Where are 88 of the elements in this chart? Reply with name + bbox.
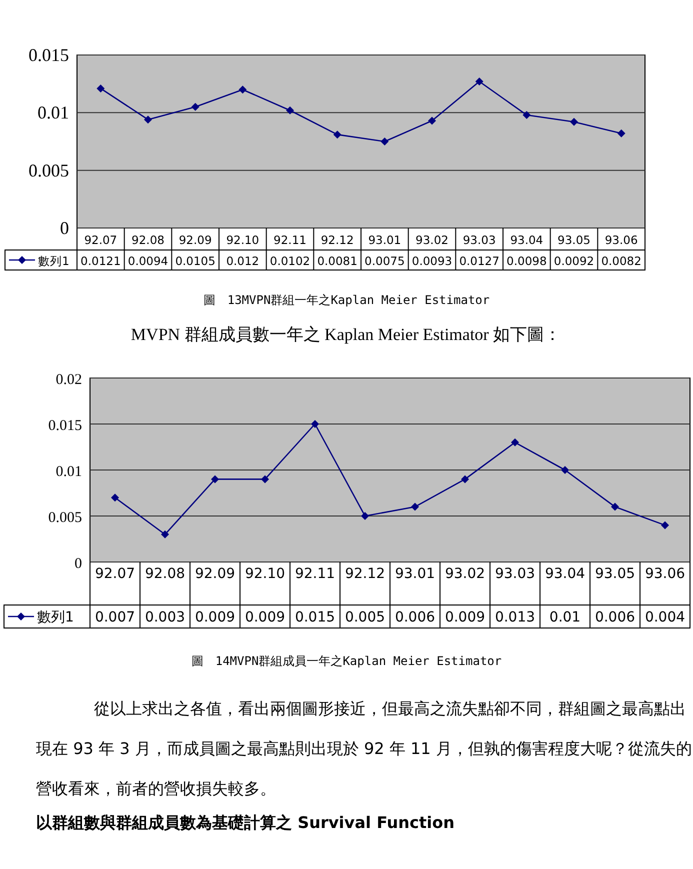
x-tick-label: 93.04 bbox=[544, 566, 586, 582]
y-tick-label: 0.01 bbox=[56, 464, 82, 480]
y-tick-label: 0 bbox=[60, 218, 69, 238]
y-tick-label: 0.01 bbox=[38, 102, 69, 123]
x-tick-label: 93.05 bbox=[594, 566, 636, 582]
text: 從以上求出之各值，看出兩個圖形接近，但最高之流失點卻不同，群組圖之最高點出現在 93 年 3 月，而成員圖之最高點則出現於 92 年 11 月，但孰的傷害程度大呢？從流失的營收看來，前者的營收損失較多。 bbox=[36, 699, 692, 798]
point bbox=[261, 475, 269, 484]
chart-title: MVPN 群組成員數一年之 Kaplan Meier Estimator 如下圖： bbox=[130, 325, 562, 344]
x-tick-label: 93.03 bbox=[494, 566, 536, 582]
data-label: 0.006 bbox=[594, 610, 636, 626]
data-label: 0.0121 bbox=[80, 254, 121, 268]
x-tick-label: 92.12 bbox=[344, 566, 386, 582]
point bbox=[611, 502, 619, 511]
point bbox=[475, 78, 484, 86]
data-label: 0.0092 bbox=[554, 254, 594, 268]
legend-label: 數列1 bbox=[38, 254, 70, 268]
x-tick-label: 93.04 bbox=[510, 233, 544, 247]
x-tick-label: 93.02 bbox=[444, 566, 486, 582]
data-label: 0.013 bbox=[494, 610, 536, 626]
data-label: 0.005 bbox=[344, 610, 386, 626]
data-label: 0.0098 bbox=[506, 254, 547, 268]
x-tick-label: 92.10 bbox=[244, 566, 286, 582]
data-label: 0.007 bbox=[94, 610, 136, 626]
data-label: 0.0094 bbox=[128, 254, 168, 268]
y-tick-label: 0.015 bbox=[28, 45, 69, 65]
point bbox=[511, 438, 519, 446]
data-label: 0.009 bbox=[444, 610, 486, 626]
y-tick-label: 0 bbox=[74, 556, 82, 572]
point bbox=[191, 102, 200, 111]
x-tick-label: 93.02 bbox=[416, 233, 448, 247]
x-tick-label: 92.08 bbox=[132, 233, 164, 247]
x-tick-label: 93.01 bbox=[368, 233, 402, 247]
x-tick-label: 92.11 bbox=[274, 233, 306, 247]
x-tick-label: 93.06 bbox=[604, 233, 638, 247]
data-label: 0.012 bbox=[226, 254, 260, 268]
point bbox=[570, 118, 578, 126]
point bbox=[380, 138, 389, 146]
data-label: 0.003 bbox=[144, 610, 186, 626]
point bbox=[111, 494, 119, 502]
point bbox=[286, 106, 294, 114]
data-label: 0.0105 bbox=[175, 254, 216, 268]
x-tick-label: 93.06 bbox=[644, 566, 686, 582]
point bbox=[161, 530, 169, 538]
x-tick-label: 93.03 bbox=[462, 233, 496, 247]
point bbox=[311, 420, 319, 428]
x-tick-label: 92.12 bbox=[320, 233, 354, 247]
data-label: 0.0102 bbox=[270, 254, 310, 268]
point bbox=[333, 130, 342, 139]
y-tick-label: 0.02 bbox=[56, 372, 82, 388]
data-label: 0.009 bbox=[244, 610, 286, 626]
x-tick-label: 92.11 bbox=[294, 566, 336, 582]
x-tick-label: 92.08 bbox=[144, 566, 186, 582]
data-label: 0.0127 bbox=[459, 254, 500, 268]
point bbox=[96, 84, 105, 92]
point bbox=[561, 466, 569, 474]
x-tick-label: 92.10 bbox=[226, 233, 260, 247]
data-label: 0.004 bbox=[644, 610, 686, 626]
point bbox=[617, 129, 626, 138]
point bbox=[144, 116, 152, 124]
point bbox=[461, 475, 469, 484]
point bbox=[411, 502, 419, 511]
x-tick-label: 92.07 bbox=[84, 233, 118, 247]
x-tick-label: 93.05 bbox=[558, 233, 590, 247]
point bbox=[238, 86, 247, 94]
x-tick-label: 93.01 bbox=[394, 566, 436, 582]
data-label: 0.0081 bbox=[317, 254, 358, 268]
data-label: 0.0093 bbox=[412, 254, 452, 268]
data-label: 0.0075 bbox=[364, 254, 405, 268]
text: 以群組數與群組成員數為基礎計算之 Survival Function bbox=[36, 813, 454, 832]
data-label: 0.0082 bbox=[601, 254, 642, 268]
point bbox=[522, 110, 531, 119]
point bbox=[361, 512, 369, 520]
x-tick-label: 92.07 bbox=[94, 566, 136, 582]
data-label: 0.01 bbox=[549, 610, 581, 626]
y-tick-label: 0.005 bbox=[48, 510, 82, 526]
x-tick-label: 92.09 bbox=[178, 233, 212, 247]
legend-label: 數列1 bbox=[37, 610, 74, 626]
data-label: 0.009 bbox=[194, 610, 236, 626]
point bbox=[211, 475, 219, 484]
data-label: 0.015 bbox=[294, 610, 336, 626]
point bbox=[428, 116, 436, 125]
point bbox=[661, 521, 669, 530]
caption: 圖 13MVPN群組一年之Kaplan Meier Estimator bbox=[202, 292, 491, 309]
x-tick-label: 92.09 bbox=[194, 566, 236, 582]
y-tick-label: 0.005 bbox=[28, 160, 69, 180]
caption: 圖 14MVPN群組成員一年之Kaplan Meier Estimator bbox=[190, 653, 503, 670]
y-tick-label: 0.015 bbox=[48, 418, 82, 434]
data-label: 0.006 bbox=[394, 610, 436, 626]
